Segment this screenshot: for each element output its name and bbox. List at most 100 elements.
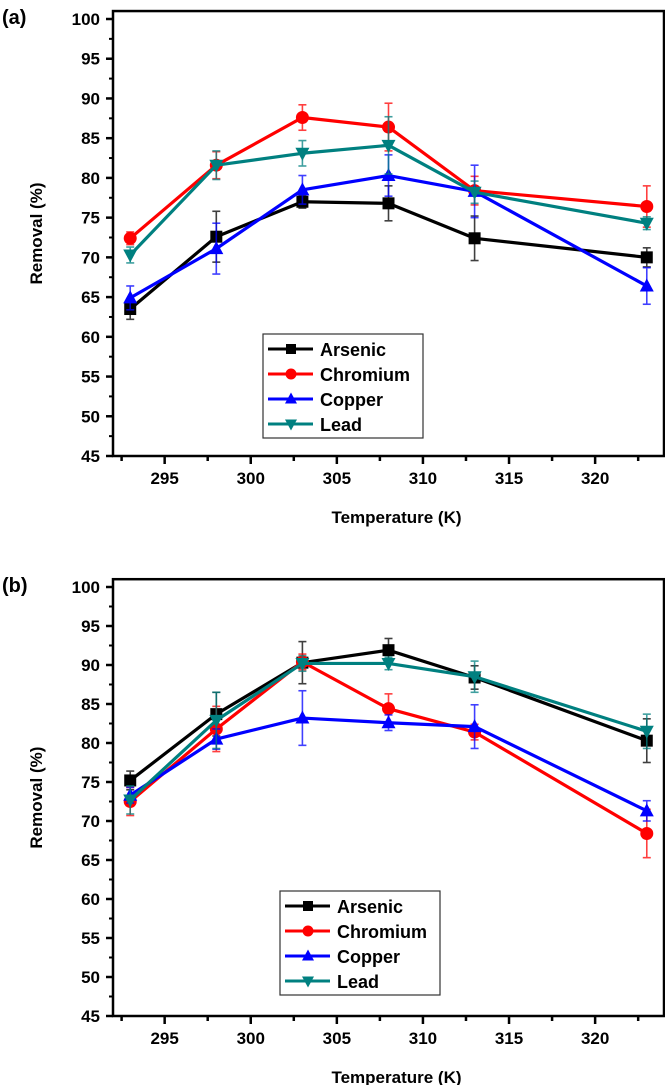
legend-item-lead: Lead (285, 972, 379, 992)
data-point (209, 159, 224, 173)
chart-panel-b: (b) 45 50 55 60 65 70 75 80 85 90 95 100 295 300 305 310… (2, 575, 665, 1087)
y-tick-label: 95 (81, 50, 100, 69)
data-point (640, 200, 654, 214)
y-tick-label: 80 (81, 169, 100, 188)
legend-item-copper: Copper (285, 947, 400, 967)
legend-label: Chromium (320, 365, 410, 385)
plot-frame (111, 577, 665, 1018)
x-tick-label: 305 (323, 1029, 351, 1048)
data-point (467, 719, 482, 733)
series-line (129, 648, 648, 782)
data-point (467, 186, 482, 200)
plot-frame (111, 9, 665, 458)
data-point (381, 715, 396, 729)
legend-label: Arsenic (320, 340, 386, 360)
data-point (382, 644, 395, 657)
chart-panel-a: (a) 45 50 55 60 65 70 75 80 85 90 95 100 295 300 305 310… (2, 7, 665, 527)
legend-item-arsenic: Arsenic (285, 897, 403, 917)
data-point (639, 278, 654, 292)
y-axis-title: Removal (%) (27, 747, 46, 849)
y-tick-label: 90 (81, 89, 100, 108)
data-point (295, 147, 310, 161)
data-point (640, 251, 653, 264)
legend-marker (302, 925, 314, 937)
legend-label: Lead (320, 415, 362, 435)
series-line (129, 716, 648, 813)
legend-item-copper: Copper (268, 390, 383, 410)
legend-marker (302, 949, 314, 961)
series-lead (123, 115, 654, 264)
x-tick-label: 315 (495, 469, 523, 488)
data-point (123, 249, 138, 263)
y-tick-label: 65 (81, 851, 100, 870)
legend-marker (285, 368, 297, 380)
y-tick-label: 65 (81, 288, 100, 307)
data-point (467, 671, 482, 685)
legend-marker (285, 392, 297, 404)
y-tick-label: 90 (81, 656, 100, 675)
data-point (640, 826, 654, 840)
data-point (381, 657, 396, 671)
data-point (123, 231, 137, 245)
legend-marker (302, 976, 314, 988)
legend-label: Arsenic (337, 897, 403, 917)
y-tick-label: 50 (81, 968, 100, 987)
y-tick-label: 70 (81, 812, 100, 831)
series-line (129, 660, 648, 835)
x-axis-title: Temperature (K) (331, 1068, 461, 1085)
legend-item-chromium: Chromium (285, 922, 427, 942)
y-tick-label: 75 (81, 773, 100, 792)
legend: Arsenic Chromium Copper Lead (279, 890, 441, 996)
data-point (123, 794, 138, 808)
series-arsenic (124, 185, 653, 321)
y-tick-label: 45 (81, 1007, 100, 1026)
data-point (639, 725, 654, 739)
y-tick-label: 60 (81, 890, 100, 909)
legend-label: Copper (320, 390, 383, 410)
legend-marker (286, 344, 296, 354)
series-line (129, 661, 648, 802)
x-tick-label: 320 (581, 1029, 609, 1048)
y-tick-label: 80 (81, 734, 100, 753)
y-tick-label: 45 (81, 447, 100, 466)
y-tick-label: 100 (72, 10, 100, 29)
data-point (295, 657, 310, 671)
x-tick-label: 305 (323, 469, 351, 488)
series-chromium (123, 653, 654, 859)
data-point (468, 232, 481, 245)
series-line (129, 143, 648, 257)
y-tick-label: 100 (72, 578, 100, 597)
legend: Arsenic Chromium Copper Lead (262, 333, 424, 439)
legend-item-chromium: Chromium (268, 365, 410, 385)
y-tick-label: 85 (81, 695, 100, 714)
legend-label: Lead (337, 972, 379, 992)
x-axis-title: Temperature (K) (331, 508, 461, 527)
x-tick-label: 320 (581, 469, 609, 488)
legend-item-arsenic: Arsenic (268, 340, 386, 360)
y-tick-label: 70 (81, 248, 100, 267)
data-point (295, 182, 310, 196)
data-point (639, 217, 654, 231)
x-tick-label: 310 (409, 1029, 437, 1048)
y-tick-label: 75 (81, 209, 100, 228)
legend-marker (285, 419, 297, 431)
data-point (295, 111, 309, 125)
data-point (123, 290, 138, 304)
x-tick-label: 295 (150, 469, 178, 488)
data-point (209, 714, 224, 728)
series-line (129, 200, 647, 311)
data-point (639, 803, 654, 817)
y-tick-label: 95 (81, 617, 100, 636)
legend-label: Chromium (337, 922, 427, 942)
x-tick-label: 310 (409, 469, 437, 488)
y-axis-title: Removal (%) (27, 183, 46, 285)
y-tick-label: 50 (81, 407, 100, 426)
x-tick-label: 300 (237, 469, 265, 488)
x-tick-label: 295 (150, 1029, 178, 1048)
data-point (295, 710, 310, 724)
data-point (382, 702, 395, 716)
data-point (381, 139, 396, 153)
series-lead (123, 654, 654, 815)
series-line (129, 173, 648, 300)
